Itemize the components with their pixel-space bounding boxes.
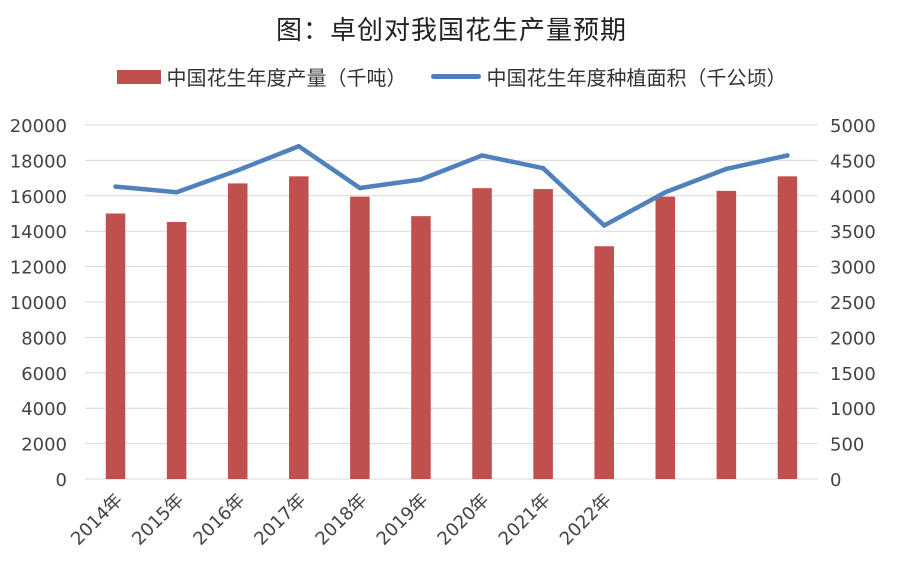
line-point: [235, 168, 240, 173]
line-point: [724, 166, 729, 172]
y-left-tick-label: 12000: [10, 258, 67, 279]
y-left-tick-label: 2000: [21, 435, 67, 456]
x-tick-label: 2015年: [128, 490, 188, 550]
y-right-tick-label: 3500: [830, 222, 876, 243]
line-point: [174, 190, 179, 195]
y-right-tick-label: 2500: [830, 293, 876, 314]
bar: [105, 213, 126, 479]
y-right-tick-label: 3000: [830, 258, 876, 279]
y-left-tick-label: 8000: [21, 328, 67, 349]
chart-title: 图：卓创对我国花生产量预期: [275, 16, 627, 46]
bar: [533, 189, 553, 479]
line-point: [113, 184, 118, 189]
x-tick-label: 2020年: [434, 490, 494, 550]
legend-item-production: 中国花生年度产量（千吨）: [116, 62, 407, 91]
legend-swatch-line: [430, 74, 481, 79]
x-tick-label: 2016年: [189, 490, 249, 550]
line-point: [296, 144, 301, 149]
y-left-tick-label: 0: [56, 470, 67, 491]
y-left-tick-label: 10000: [10, 293, 67, 314]
legend-swatch-bar: [116, 69, 161, 84]
legend-label-production: 中国花生年度产量（千吨）: [166, 66, 407, 90]
line-point: [357, 185, 363, 191]
line-point: [602, 223, 607, 228]
line-point: [418, 177, 424, 182]
line-point: [785, 153, 790, 158]
x-tick-label: 2021年: [495, 490, 555, 550]
y-right-tick-label: 2000: [830, 328, 876, 349]
bar: [289, 176, 309, 479]
y-right-tick-label: 0: [830, 470, 841, 491]
bar: [716, 190, 737, 479]
bar: [227, 183, 248, 479]
bar: [350, 196, 370, 479]
bar: [655, 196, 676, 479]
y-left-tick-label: 14000: [10, 222, 67, 243]
y-left-tick-label: 4000: [21, 399, 67, 420]
y-right-tick-label: 4000: [830, 187, 876, 208]
y-right-tick-label: 500: [830, 435, 864, 456]
bar: [472, 188, 492, 479]
y-left-tick-label: 18000: [10, 151, 67, 172]
y-right-tick-label: 4500: [830, 151, 876, 172]
legend-label-area: 中国花生年度种植面积（千公顷）: [486, 66, 787, 90]
bar: [166, 221, 187, 479]
bar: [777, 176, 798, 479]
x-tick-label: 2018年: [311, 490, 371, 550]
series-line: [113, 143, 790, 228]
x-tick-label: 2014年: [67, 490, 127, 550]
y-left-tick-label: 6000: [21, 364, 67, 385]
legend-item-area: 中国花生年度种植面积（千公顷）: [430, 62, 787, 91]
x-tick-label: 2017年: [250, 490, 310, 550]
x-tick-label: 2019年: [373, 490, 433, 550]
y-left-tick-label: 16000: [10, 187, 67, 208]
y-left-tick-label: 20000: [10, 116, 67, 137]
legend: 中国花生年度产量（千吨） 中国花生年度种植面积（千公顷）: [0, 62, 903, 91]
line-point: [540, 165, 546, 171]
bar: [411, 216, 431, 479]
y-right-tick-label: 5000: [830, 116, 876, 137]
line-point: [479, 153, 485, 158]
y-right-tick-label: 1000: [830, 399, 876, 420]
x-tick-label: 2022年: [556, 490, 616, 550]
bar: [594, 246, 614, 479]
y-right-tick-label: 1500: [830, 364, 876, 385]
line-point: [663, 190, 668, 195]
